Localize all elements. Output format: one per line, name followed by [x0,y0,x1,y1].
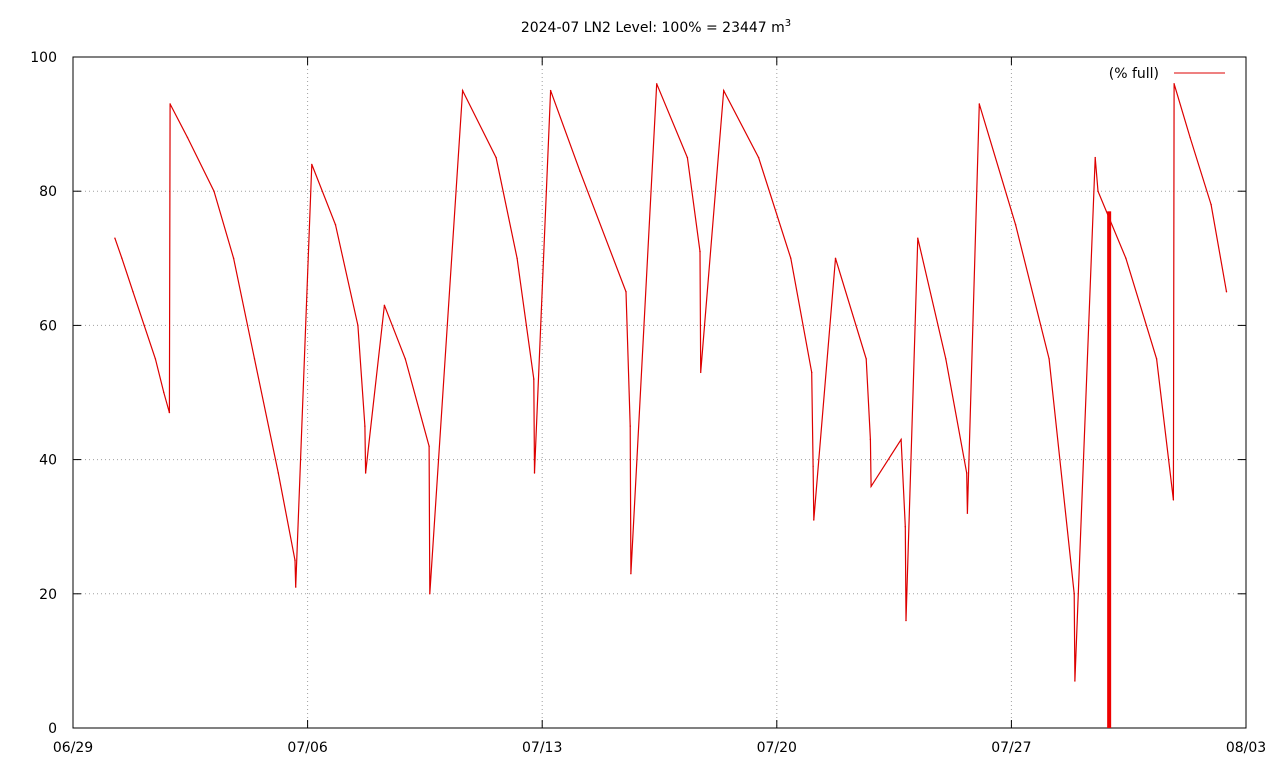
data-point [630,573,632,575]
data-point [516,257,518,259]
x-tick-label: 07/27 [991,740,1031,756]
legend: (% full) [1109,66,1225,82]
y-tick-label: 100 [30,50,57,66]
data-point [383,304,386,306]
data-point [132,291,134,293]
x-tick-label: 06/29 [53,740,93,756]
data-point [1094,156,1096,159]
data-point [686,156,689,159]
data-point [757,156,760,159]
data-point [186,136,189,139]
data-point [121,257,123,259]
x-tick-label: 08/03 [1226,740,1266,756]
data-point [213,190,215,192]
data-point [1173,83,1175,85]
data-point [549,89,552,92]
data-point [169,103,171,105]
data-point [428,445,430,447]
y-tick-label: 0 [48,721,57,737]
data-point [699,250,701,253]
data-point [1074,680,1076,682]
data-point [1155,358,1158,360]
data-point [311,163,313,166]
chart-title: 2024-07 LN2 Level: 100% = 23447 m3 [521,18,791,36]
y-tick-label: 20 [39,587,57,603]
data-point [253,358,256,360]
highlight-bar [1107,211,1112,728]
data-point [114,237,116,239]
data-point [295,586,297,588]
data-point [811,371,813,374]
data-point [1048,358,1050,360]
y-tick-label: 40 [39,453,57,469]
series-layer [114,83,1228,728]
data-point [495,156,497,159]
data-point [1189,136,1191,139]
data-point [625,291,627,293]
data-point [168,411,171,414]
data-point [900,438,902,441]
data-point [812,465,814,467]
x-tick-label: 07/20 [757,740,797,756]
data-point [1225,291,1228,293]
data-point [143,324,145,327]
data-point [1125,257,1127,259]
data-point [533,472,536,474]
data-point [966,472,968,474]
gridlines [73,57,1246,728]
data-point [1210,203,1212,206]
data-point [966,512,969,514]
data-point [334,224,337,226]
data-point [790,257,792,259]
data-point [865,358,867,360]
data-point [163,391,165,394]
data-point [357,324,359,327]
data-point [1097,190,1099,192]
data-point [364,425,366,427]
data-point [723,89,725,92]
data-point [905,619,907,622]
axes: 0 20 40 60 80 100 06/29 07/06 07/13 07/20 07/27 08/… [30,50,1266,756]
data-point [1014,224,1017,226]
data-point [232,257,235,259]
data-point [629,425,631,427]
data-point [904,526,906,528]
x-tick-label: 07/13 [522,740,562,756]
y-tick-label: 60 [39,318,57,334]
data-point [1073,593,1075,595]
data-point [579,170,581,172]
data-point [404,358,406,360]
plot-frame [72,56,1247,729]
data-point [917,237,919,239]
data-point [364,472,367,474]
data-point [461,89,464,92]
x-tick-label: 07/06 [287,740,327,756]
series-line [114,83,1228,682]
data-point [834,257,837,259]
y-tick-label: 80 [39,184,57,200]
data-point [429,593,431,595]
data-point [870,485,872,488]
data-point [945,358,947,360]
data-point [277,472,279,474]
data-point [533,378,535,380]
data-point [978,103,980,105]
data-point [294,559,296,561]
data-point [154,358,157,360]
data-point [700,371,702,374]
data-point [869,438,872,441]
data-point [813,519,815,521]
data-point [656,83,658,85]
legend-label: (% full) [1109,66,1159,82]
data-point [1172,499,1175,501]
